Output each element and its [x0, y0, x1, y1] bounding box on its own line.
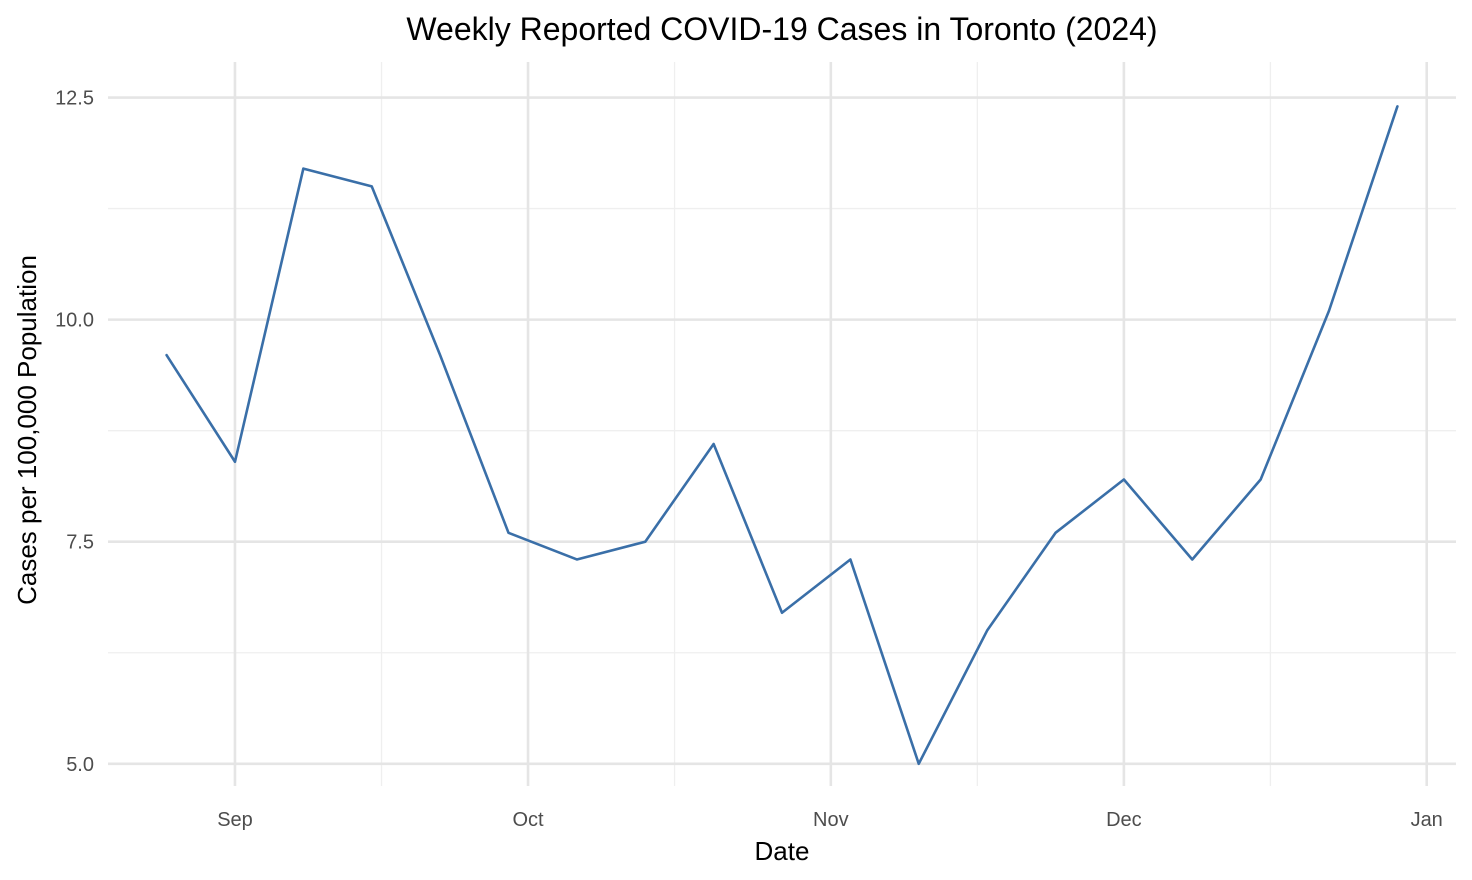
y-axis-tick-labels: 5.0 7.5 10.0 12.5 — [55, 88, 94, 776]
x-axis-title: Date — [755, 836, 810, 866]
y-tick-label-0: 5.0 — [66, 754, 94, 776]
minor-gridlines — [108, 62, 1456, 786]
x-tick-label-4: Jan — [1411, 809, 1443, 831]
x-tick-label-3: Dec — [1106, 809, 1142, 831]
x-tick-label-0: Sep — [217, 809, 253, 831]
series-line-0 — [165, 105, 1399, 766]
y-tick-label-2: 10.0 — [55, 310, 94, 332]
x-tick-label-1: Oct — [512, 809, 544, 831]
y-axis-title: Cases per 100,000 Population — [12, 255, 42, 605]
y-tick-label-3: 12.5 — [55, 88, 94, 110]
x-tick-label-2: Nov — [813, 809, 849, 831]
chart-title: Weekly Reported COVID-19 Cases in Toront… — [406, 11, 1157, 47]
series-layer — [165, 105, 1399, 766]
x-axis-tick-labels: Sep Oct Nov Dec Jan — [217, 809, 1443, 831]
major-gridlines — [108, 62, 1456, 786]
y-tick-label-1: 7.5 — [66, 532, 94, 554]
